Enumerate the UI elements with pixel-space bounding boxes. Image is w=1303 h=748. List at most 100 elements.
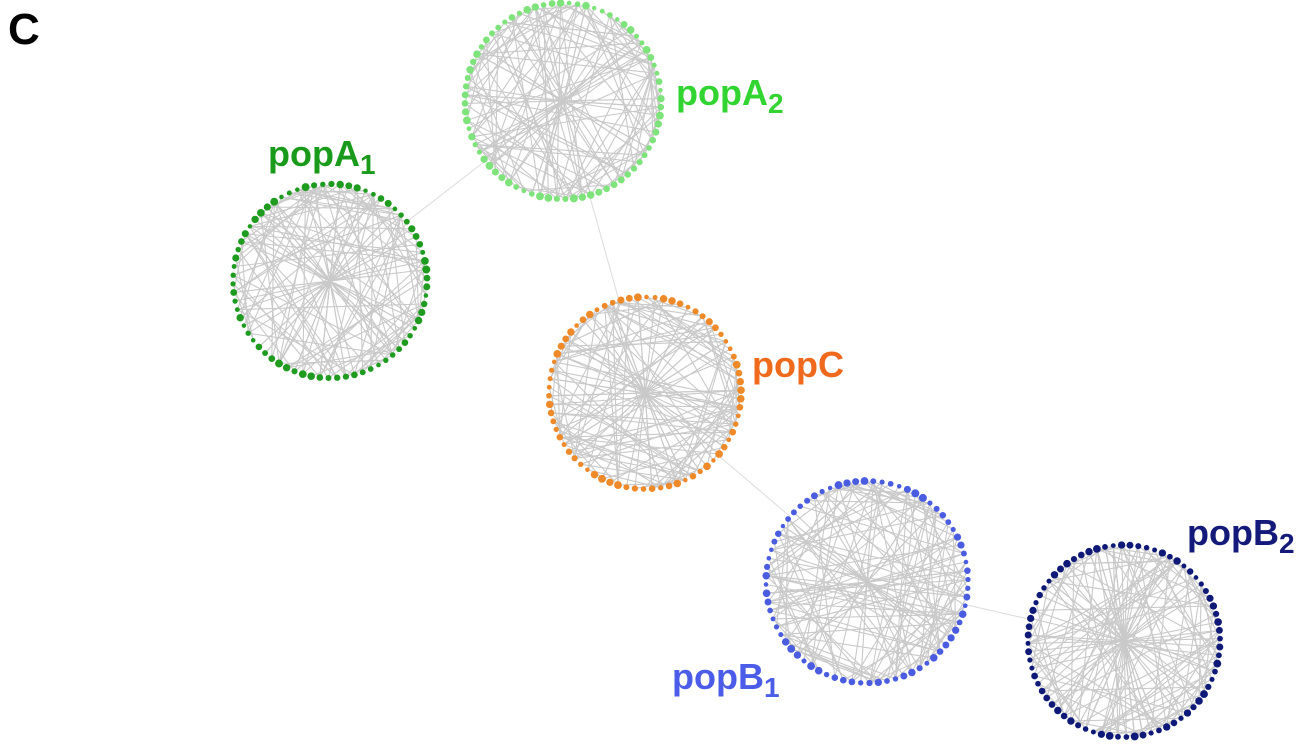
edge: [777, 482, 848, 535]
node: [489, 30, 495, 37]
cluster-popA2: [461, 0, 665, 203]
edge: [1096, 548, 1185, 567]
node: [874, 678, 882, 687]
node: [617, 176, 625, 184]
bridge-popB1-popB2: [965, 604, 1031, 620]
node: [234, 307, 240, 312]
node: [911, 489, 920, 498]
node: [1025, 623, 1033, 631]
node: [729, 428, 737, 436]
node: [562, 335, 570, 343]
node: [562, 196, 569, 202]
edge: [585, 5, 646, 156]
node: [657, 103, 665, 111]
edge: [421, 286, 428, 313]
node: [291, 368, 298, 375]
node: [540, 2, 547, 8]
edge: [651, 406, 741, 490]
node: [392, 206, 398, 212]
edge: [894, 508, 938, 680]
bridge-popA1-popA2: [406, 160, 486, 223]
node: [1195, 697, 1203, 705]
node: [416, 240, 424, 248]
node: [723, 339, 729, 344]
edge: [249, 225, 426, 262]
edge: [864, 480, 954, 530]
edge: [869, 605, 966, 684]
node: [823, 671, 830, 678]
edge: [807, 500, 931, 504]
node: [334, 374, 341, 381]
node: [595, 188, 603, 196]
node: [762, 589, 771, 598]
edge: [620, 299, 737, 366]
node: [1097, 730, 1106, 738]
edge: [559, 321, 710, 438]
node: [676, 300, 684, 308]
edge: [232, 274, 321, 378]
edge: [1027, 560, 1178, 644]
edge: [273, 201, 347, 377]
node: [903, 485, 911, 493]
node: [422, 265, 431, 274]
edge: [1034, 563, 1068, 677]
node: [1063, 559, 1071, 568]
node: [606, 478, 614, 486]
node: [1213, 659, 1222, 668]
node: [814, 666, 823, 675]
edge: [564, 42, 643, 200]
node: [866, 679, 873, 687]
node: [230, 272, 236, 278]
node: [658, 87, 663, 93]
node: [658, 485, 664, 491]
edge: [780, 621, 960, 636]
edge: [339, 184, 424, 253]
node: [965, 585, 971, 591]
edge: [1029, 659, 1167, 728]
node: [657, 94, 665, 103]
node: [590, 470, 599, 479]
label-popB2: popB2: [1187, 512, 1295, 559]
node: [769, 547, 774, 553]
node: [958, 610, 967, 619]
edge: [565, 338, 737, 425]
node: [715, 450, 723, 458]
node: [642, 45, 651, 54]
edge: [785, 641, 888, 682]
node: [659, 295, 668, 303]
node: [403, 218, 410, 225]
edge: [1126, 700, 1200, 738]
node: [585, 467, 590, 473]
edge: [535, 6, 652, 58]
edge: [465, 6, 536, 87]
node: [633, 293, 642, 302]
node: [960, 550, 967, 557]
node: [546, 392, 552, 399]
edge: [1077, 638, 1221, 726]
node: [307, 372, 316, 381]
node: [508, 14, 516, 21]
node: [579, 316, 587, 324]
node: [571, 455, 578, 462]
edge: [1104, 546, 1170, 558]
node: [598, 474, 606, 483]
edge: [475, 144, 640, 163]
edge: [564, 64, 655, 200]
edge: [769, 570, 968, 612]
cluster-popB1: [762, 477, 971, 687]
node: [1054, 706, 1062, 715]
edge: [834, 481, 883, 678]
node: [673, 479, 682, 488]
edge: [838, 484, 958, 538]
label-popB2-sub: 2: [1279, 528, 1295, 559]
node: [733, 421, 739, 427]
node: [1158, 549, 1167, 557]
node: [1152, 547, 1158, 553]
node: [370, 191, 376, 197]
node: [785, 516, 792, 522]
node: [1082, 726, 1089, 732]
edge: [769, 609, 941, 653]
label-popA1-base: popA: [268, 133, 360, 174]
edge: [489, 49, 647, 167]
nodes-popB1: [762, 477, 971, 687]
